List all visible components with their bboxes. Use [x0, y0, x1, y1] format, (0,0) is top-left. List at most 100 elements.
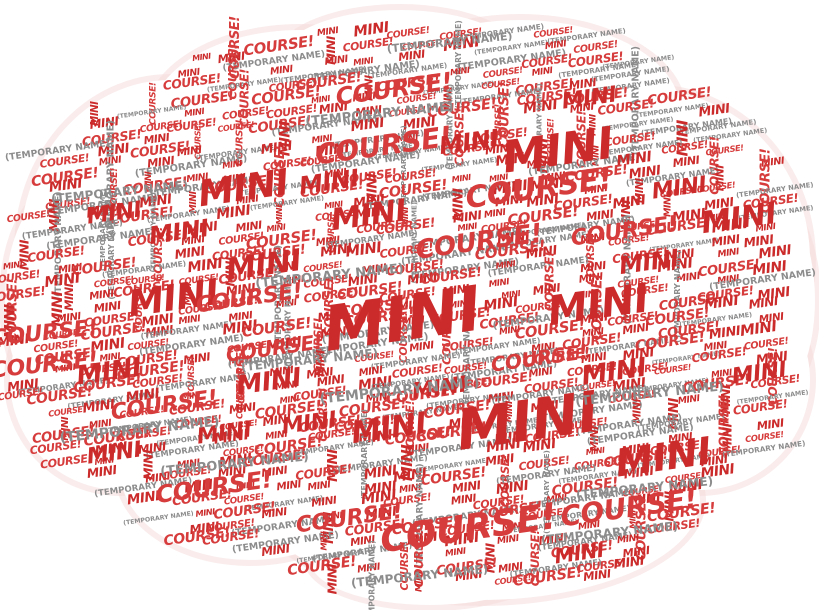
word-mini: MINI: [282, 274, 305, 287]
word-mini: MINI: [632, 398, 644, 423]
word-mini: MINI: [319, 241, 353, 260]
word-mini: MINI: [266, 221, 287, 234]
word-temporary: (TEMPORARY NAME): [98, 189, 107, 272]
brain-lobe-fill: [705, 190, 815, 410]
word-course: COURSE!: [542, 252, 557, 311]
word-mini: MINI: [589, 113, 599, 136]
word-mini: MINI: [324, 35, 338, 65]
brain-lobe-fill: [5, 190, 115, 410]
word-mini: MINI: [700, 453, 729, 470]
word-mini: MINI: [703, 340, 728, 354]
word-mini: MINI: [406, 528, 439, 547]
word-mini: MINI: [496, 533, 520, 547]
word-mini: MINI: [612, 552, 645, 571]
word-mini: MINI: [710, 214, 749, 237]
word-mini: MINI: [496, 228, 531, 248]
word-mini: MINI: [415, 570, 425, 592]
word-temporary: (TEMPORARY NAME): [53, 191, 64, 296]
word-temporary: (TEMPORARY NAME): [410, 202, 419, 283]
word-course: COURSE!: [412, 529, 426, 587]
word-mini: MINI: [758, 311, 785, 326]
word-mini: MINI: [711, 231, 742, 249]
word-course: COURSE!: [708, 136, 722, 194]
word-course: COURSE!: [399, 541, 411, 590]
word-mini: MINI: [485, 436, 522, 457]
word-mini: MINI: [540, 170, 567, 185]
word-temporary: (TEMPORARY NAME): [622, 214, 633, 324]
word-mini: MINI: [622, 544, 651, 561]
word-course: COURSE!: [225, 45, 239, 100]
word-mini: MINI: [265, 428, 289, 442]
word-course: COURSE!: [493, 104, 504, 147]
word-mini: MINI: [6, 377, 40, 396]
word-mini: MINI: [89, 335, 126, 356]
word-mini: MINI: [708, 324, 742, 343]
word-mini: MINI: [192, 52, 212, 64]
word-mini: MINI: [482, 294, 519, 315]
word-mini: MINI: [663, 194, 674, 217]
word-mini: MINI: [409, 339, 436, 354]
word-mini: MINI: [618, 199, 633, 230]
word-mini: MINI: [365, 390, 392, 405]
word-mini: MINI: [579, 309, 610, 327]
word-mini: MINI: [577, 519, 601, 533]
word-mini: MINI: [721, 422, 735, 452]
word-course: COURSE!: [228, 16, 243, 79]
word-mini: MINI: [707, 210, 728, 223]
word-mini: MINI: [751, 258, 787, 279]
word-mini: MINI: [56, 311, 82, 325]
word-mini: MINI: [316, 371, 347, 389]
word-mini: MINI: [358, 365, 384, 379]
word-temporary: (TEMPORARY NAME): [672, 250, 682, 343]
word-mini: MINI: [583, 183, 609, 197]
word-mini: MINI: [218, 451, 253, 471]
word-mini: MINI: [261, 463, 289, 480]
word-mini: MINI: [448, 298, 471, 311]
word-mini: MINI: [353, 56, 374, 69]
word-mini: MINI: [357, 561, 382, 575]
word-mini: MINI: [672, 153, 701, 170]
word-mini: MINI: [532, 280, 563, 298]
word-temporary: (TEMPORARY NAME): [445, 84, 454, 170]
word-mini: MINI: [501, 288, 522, 301]
word-course: COURSE!: [273, 145, 288, 206]
word-mini: MINI: [483, 207, 507, 221]
word-mini: MINI: [183, 350, 212, 367]
word-mini: MINI: [580, 350, 608, 366]
word-mini: MINI: [138, 192, 173, 211]
word-mini: MINI: [677, 393, 701, 407]
word-mini: MINI: [44, 270, 82, 291]
word-mini: MINI: [585, 206, 614, 224]
brain-lobe-fill: [310, 515, 550, 605]
brain-lobe-fill: [280, 10, 520, 110]
word-mini: MINI: [392, 465, 428, 486]
word-mini: MINI: [361, 262, 388, 277]
word-mini: MINI: [88, 417, 113, 431]
word-mini: MINI: [276, 478, 303, 493]
word-mini: MINI: [278, 120, 294, 156]
word-mini: MINI: [126, 488, 161, 508]
word-temporary: (TEMPORARY NAME): [284, 277, 293, 369]
word-mini: MINI: [275, 298, 298, 311]
word-course: COURSE!: [766, 348, 780, 405]
word-mini: MINI: [611, 375, 647, 396]
word-mini: MINI: [144, 322, 175, 340]
word-mini: MINI: [398, 444, 416, 481]
word-mini: MINI: [354, 103, 382, 120]
word-course: COURSE!: [235, 380, 245, 419]
word-mini: MINI: [311, 494, 338, 509]
word-mini: MINI: [349, 534, 376, 549]
word-mini: MINI: [184, 107, 207, 120]
word-mini: MINI: [450, 492, 477, 507]
word-mini: MINI: [99, 351, 122, 364]
word-mini: MINI: [57, 262, 83, 276]
word-mini: MINI: [700, 461, 736, 482]
word-mini: MINI: [717, 273, 741, 287]
word-course: COURSE!: [236, 364, 247, 411]
word-mini: MINI: [668, 477, 704, 498]
word-mini: MINI: [535, 137, 551, 173]
word-mini: MINI: [576, 289, 599, 302]
word-mini: MINI: [402, 113, 437, 133]
brain-outline: [0, 4, 819, 610]
